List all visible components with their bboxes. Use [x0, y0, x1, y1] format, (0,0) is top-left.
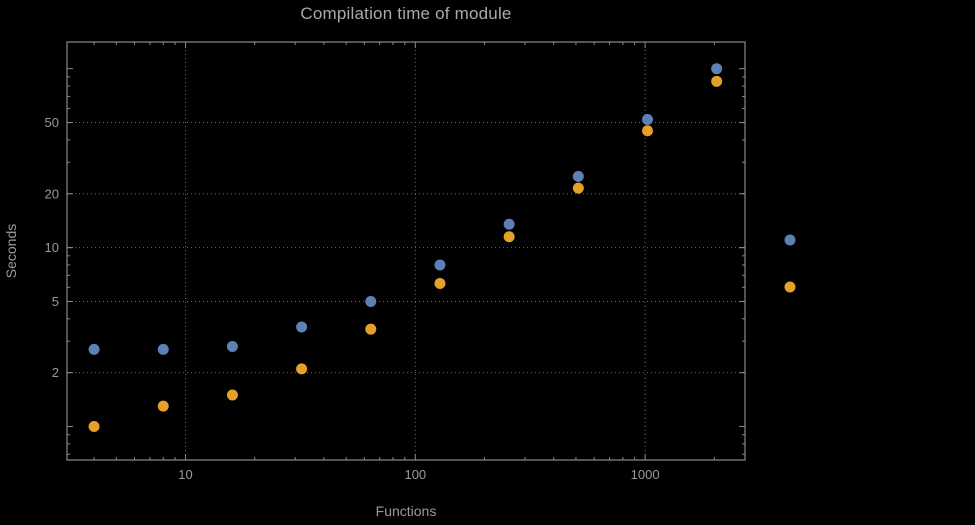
chart-title: Compilation time of module — [300, 4, 512, 23]
data-point-series-orange — [296, 363, 308, 375]
y-tick-label: 2 — [52, 365, 59, 380]
legend-marker-series-blue — [784, 234, 796, 246]
data-point-series-blue — [365, 295, 377, 307]
data-point-series-orange — [711, 75, 723, 87]
plot-frame — [66, 41, 746, 461]
data-point-series-orange — [226, 389, 238, 401]
data-point-series-orange — [88, 421, 100, 433]
legend-marker-series-orange — [784, 281, 796, 293]
x-tick-label: 100 — [404, 467, 426, 482]
data-point-series-blue — [503, 218, 515, 230]
y-tick-label: 5 — [52, 294, 59, 309]
data-point-series-blue — [572, 170, 584, 182]
data-point-series-orange — [434, 278, 446, 290]
data-point-series-blue — [157, 343, 169, 355]
y-axis-label: Seconds — [3, 223, 19, 279]
data-point-series-blue — [88, 343, 100, 355]
data-point-series-orange — [641, 125, 653, 137]
data-point-series-blue — [296, 321, 308, 333]
x-axis-label: Functions — [375, 503, 437, 519]
y-tick-label: 50 — [45, 115, 59, 130]
y-tick-label: 10 — [45, 240, 59, 255]
data-point-series-orange — [503, 231, 515, 243]
data-point-series-blue — [434, 259, 446, 271]
data-point-series-orange — [365, 323, 377, 335]
x-tick-label: 10 — [178, 467, 192, 482]
data-point-series-blue — [226, 341, 238, 353]
data-point-series-orange — [572, 182, 584, 194]
y-tick-label: 20 — [45, 186, 59, 201]
data-point-series-blue — [641, 114, 653, 126]
data-point-series-orange — [157, 400, 169, 412]
x-tick-label: 1000 — [631, 467, 660, 482]
data-point-series-blue — [711, 63, 723, 75]
